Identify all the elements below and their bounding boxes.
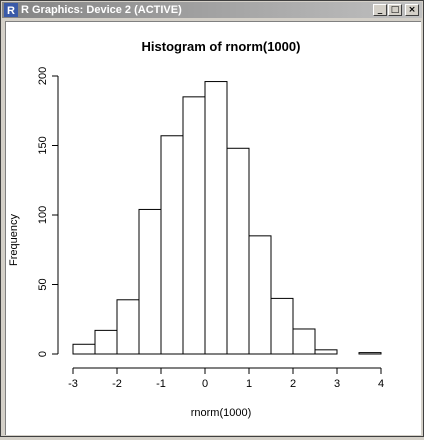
histogram-bar	[72, 343, 96, 355]
histogram-bar	[358, 352, 382, 355]
x-axis-label: rnorm(1000)	[191, 407, 252, 419]
y-tick-label: 200	[37, 67, 49, 85]
histogram-bar	[292, 328, 316, 355]
y-tick-label: 150	[37, 136, 49, 154]
r-app-icon: R	[4, 3, 18, 17]
window-title: R Graphics: Device 2 (ACTIVE)	[21, 4, 182, 16]
y-axis-label: Frequency	[8, 214, 20, 266]
x-tick-label: 4	[378, 378, 384, 390]
x-axis: -3 -2 -1 0 1 2 3 4	[68, 367, 384, 390]
y-axis: 0 50 100 150 200	[37, 67, 59, 357]
y-tick-label: 100	[37, 206, 49, 224]
x-tick-label: -2	[112, 378, 122, 390]
histogram-bar	[94, 329, 118, 355]
maximize-button[interactable]: □	[388, 4, 402, 16]
plot-canvas: Histogram of rnorm(1000) rnorm(1000) Fre…	[5, 21, 421, 435]
y-tick-label: 0	[37, 351, 49, 357]
histogram-bar	[248, 235, 272, 355]
minimize-button[interactable]: _	[373, 4, 387, 16]
x-tick-label: -3	[68, 378, 78, 390]
histogram-bar	[204, 81, 228, 355]
histogram-bar	[160, 135, 184, 355]
svg-text:R: R	[7, 5, 15, 17]
histogram-bar	[116, 299, 140, 355]
histogram-bar	[182, 96, 206, 355]
title-bar[interactable]: R R Graphics: Device 2 (ACTIVE) _ □ ×	[2, 2, 422, 18]
close-button[interactable]: ×	[405, 4, 419, 16]
x-tick-label: 2	[290, 378, 296, 390]
y-tick-label: 50	[37, 278, 49, 290]
histogram-bars	[72, 81, 382, 355]
x-tick-label: 0	[202, 378, 208, 390]
histogram-plot: Histogram of rnorm(1000) rnorm(1000) Fre…	[8, 39, 384, 419]
chart-title: Histogram of rnorm(1000)	[142, 39, 301, 54]
x-tick-label: 3	[334, 378, 340, 390]
x-tick-label: -1	[156, 378, 166, 390]
x-tick-label: 1	[246, 378, 252, 390]
histogram-bar	[314, 349, 338, 355]
histogram-bar	[270, 297, 294, 355]
histogram-bar	[138, 208, 162, 355]
histogram-bar	[226, 147, 250, 355]
